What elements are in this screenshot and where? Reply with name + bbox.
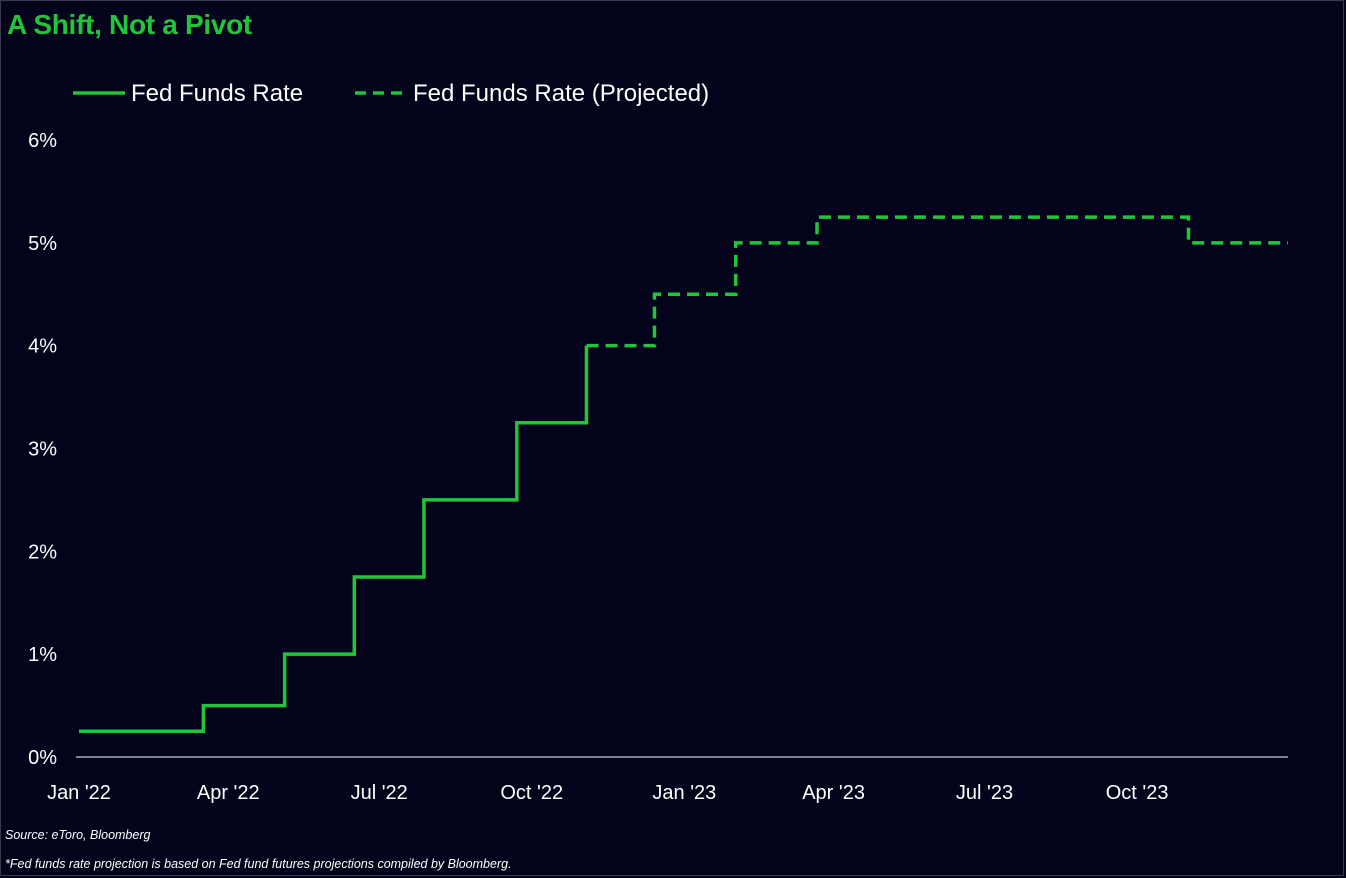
x-tick-label: Jan '22	[47, 782, 111, 804]
y-tick-label: 5%	[28, 233, 57, 255]
series-line-actual	[79, 345, 589, 734]
y-tick-label: 1%	[28, 644, 57, 666]
projection-footnote: *Fed funds rate projection is based on F…	[5, 857, 512, 871]
x-tick-label: Jan '23	[652, 782, 716, 804]
y-tick-label: 0%	[28, 747, 57, 769]
x-tick-label: Apr '23	[802, 782, 865, 804]
y-tick-label: 3%	[28, 439, 57, 461]
legend-label: Fed Funds Rate (Projected)	[413, 80, 709, 107]
y-tick-label: 2%	[28, 541, 57, 563]
x-tick-label: Oct '22	[500, 782, 563, 804]
chart-title: A Shift, Not a Pivot	[7, 9, 252, 40]
x-tick-label: Jul '22	[351, 782, 408, 804]
y-tick-label: 4%	[28, 336, 57, 358]
series-line-projected	[586, 215, 1288, 348]
x-tick-label: Oct '23	[1106, 782, 1169, 804]
x-tick-label: Apr '22	[197, 782, 260, 804]
y-tick-label: 6%	[28, 130, 57, 152]
source-note: Source: eToro, Bloomberg	[5, 828, 151, 842]
legend-label: Fed Funds Rate	[131, 80, 303, 107]
x-tick-label: Jul '23	[956, 782, 1013, 804]
